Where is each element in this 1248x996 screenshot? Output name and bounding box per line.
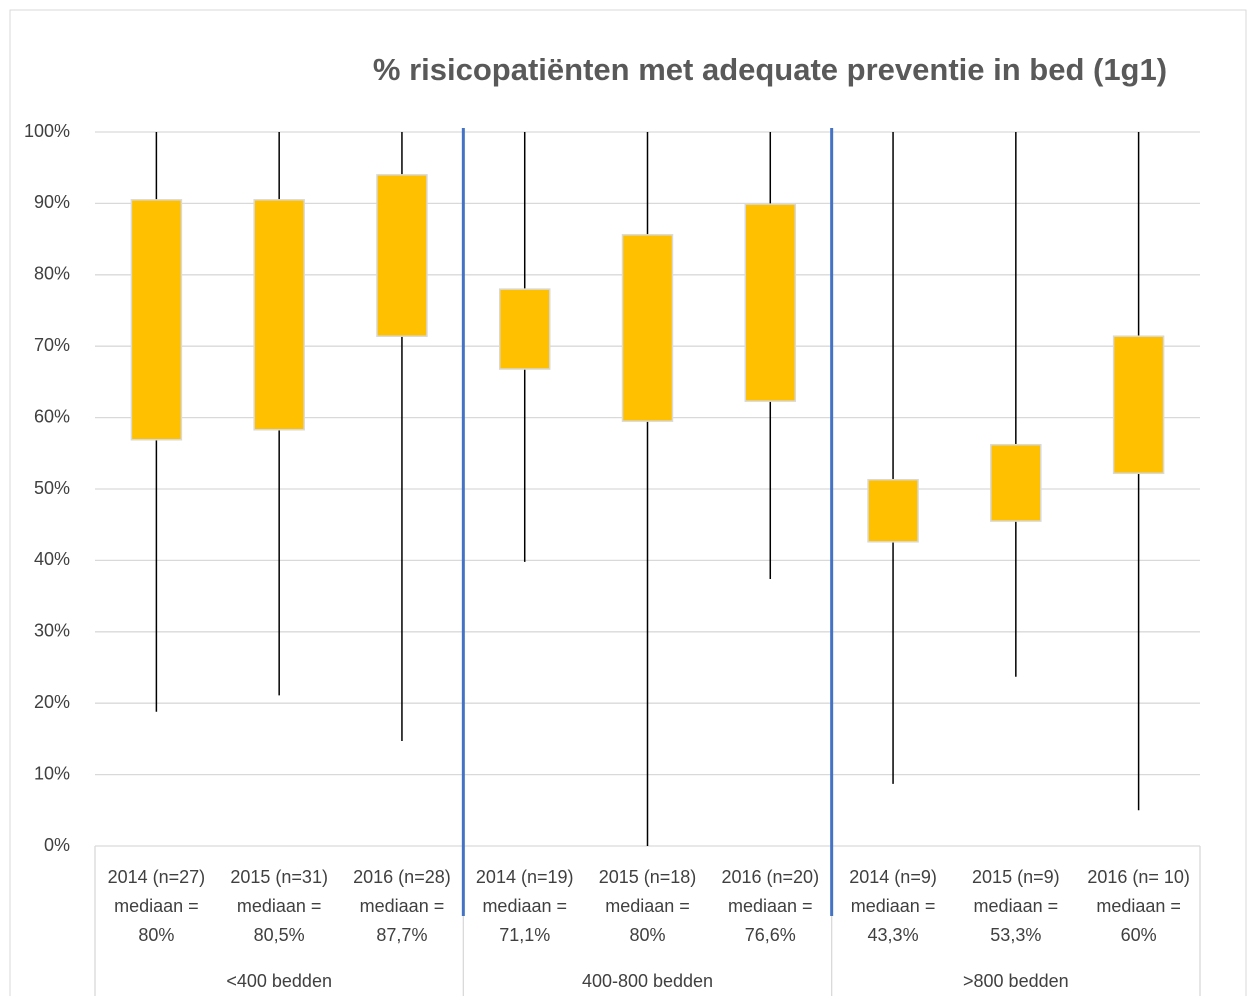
- x-tick-label: 2015 (n=18): [599, 867, 697, 887]
- x-tick-label: 71,1%: [499, 925, 550, 945]
- x-tick-label: 2014 (n=19): [476, 867, 574, 887]
- x-tick-label: 80,5%: [254, 925, 305, 945]
- x-tick-label: mediaan =: [114, 896, 199, 916]
- y-tick-label: 80%: [34, 264, 70, 284]
- x-tick-label: 80%: [138, 925, 174, 945]
- x-tick-label: mediaan =: [360, 896, 445, 916]
- x-tick-label: 2016 (n=28): [353, 867, 451, 887]
- x-tick-label: 53,3%: [990, 925, 1041, 945]
- box: [990, 443, 1042, 522]
- y-tick-label: 40%: [34, 549, 70, 569]
- y-tick-label: 30%: [34, 621, 70, 641]
- x-tick-label: 2014 (n=27): [108, 867, 206, 887]
- chart-border: [9, 9, 1247, 996]
- x-tick-label: 2015 (n=31): [230, 867, 328, 887]
- y-tick-label: 100%: [24, 121, 70, 141]
- x-tick-label: mediaan =: [851, 896, 936, 916]
- x-tick-label: mediaan =: [974, 896, 1059, 916]
- box: [621, 234, 674, 422]
- group-label: 400-800 bedden: [582, 971, 713, 991]
- x-tick-label: mediaan =: [728, 896, 813, 916]
- box: [744, 203, 797, 402]
- x-tick-label: 2016 (n= 10): [1087, 867, 1190, 887]
- x-tick-label: mediaan =: [237, 896, 322, 916]
- box: [1112, 335, 1165, 475]
- box: [253, 199, 305, 431]
- group-label: >800 bedden: [963, 971, 1069, 991]
- x-tick-label: 76,6%: [745, 925, 796, 945]
- x-tick-label: mediaan =: [605, 896, 690, 916]
- box: [130, 199, 183, 441]
- y-tick-label: 60%: [34, 406, 70, 426]
- x-tick-label: mediaan =: [1096, 896, 1181, 916]
- box: [376, 174, 428, 337]
- y-tick-label: 50%: [34, 478, 70, 498]
- x-tick-label: mediaan =: [482, 896, 567, 916]
- y-tick-label: 70%: [34, 335, 70, 355]
- x-tick-label: 87,7%: [376, 925, 427, 945]
- box: [498, 288, 551, 370]
- x-tick-label: 43,3%: [868, 925, 919, 945]
- chart-title: % risicopatiënten met adequate preventie…: [373, 52, 1167, 87]
- x-tick-label: 2014 (n=9): [849, 867, 937, 887]
- y-tick-label: 10%: [34, 763, 70, 783]
- y-tick-label: 0%: [44, 835, 70, 855]
- y-tick-label: 90%: [34, 192, 70, 212]
- x-tick-label: 80%: [629, 925, 665, 945]
- box: [867, 478, 919, 543]
- x-tick-label: 2016 (n=20): [721, 867, 819, 887]
- x-tick-label: 2015 (n=9): [972, 867, 1060, 887]
- y-tick-label: 20%: [34, 692, 70, 712]
- group-label: <400 bedden: [226, 971, 332, 991]
- x-tick-label: 60%: [1121, 925, 1157, 945]
